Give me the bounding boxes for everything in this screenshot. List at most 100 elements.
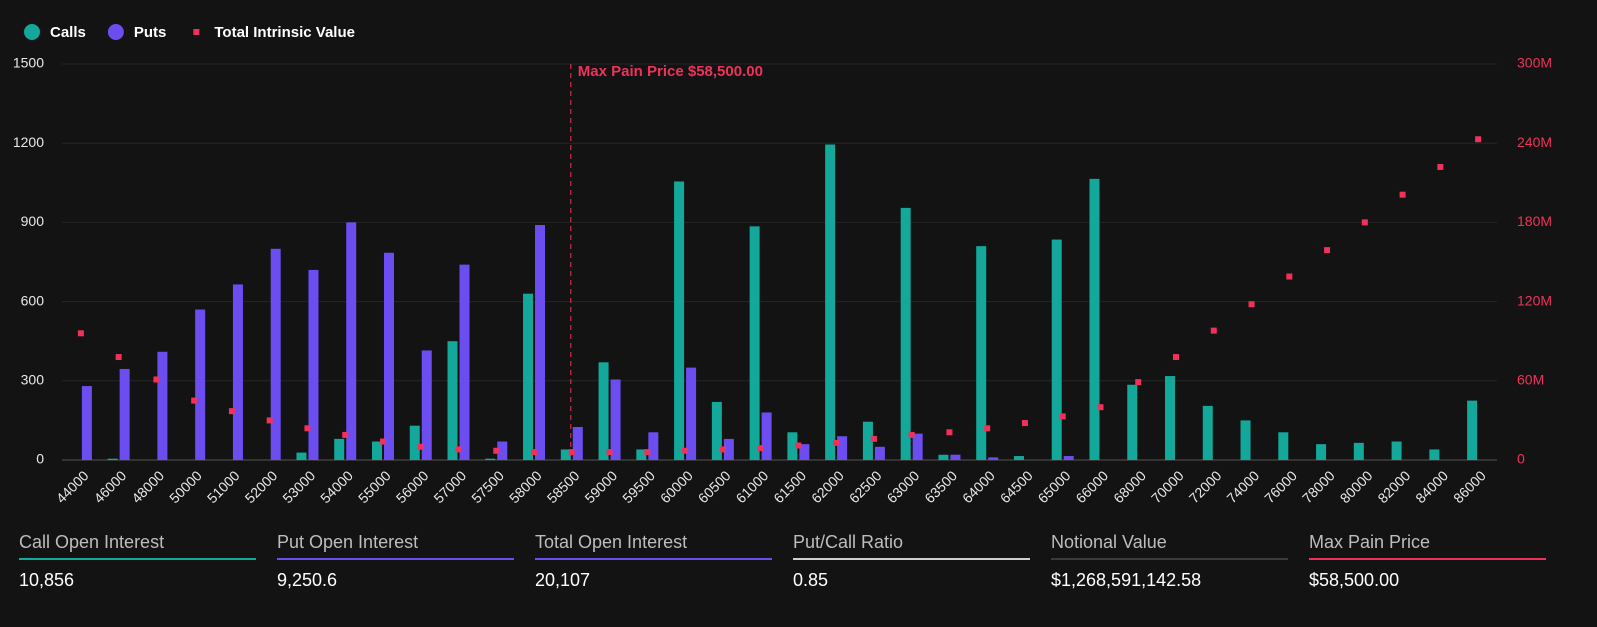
- y2-tick-label: 300M: [1517, 55, 1552, 71]
- intrinsic-point: [984, 425, 991, 432]
- stat-underline: [1309, 558, 1546, 560]
- intrinsic-point: [1286, 273, 1293, 280]
- stat: Put/Call Ratio 0.85: [793, 532, 1030, 591]
- stat-underline: [1051, 558, 1288, 560]
- bar: [686, 367, 697, 460]
- x-tick-label: 57000: [430, 467, 469, 506]
- stat-value: 9,250.6: [277, 570, 338, 590]
- x-tick-label: 62000: [808, 467, 847, 506]
- bar: [409, 425, 420, 460]
- stat-value: $1,268,591,142.58: [1051, 570, 1202, 590]
- intrinsic-point: [606, 449, 613, 456]
- stat: Notional Value $1,268,591,142.58: [1051, 532, 1288, 591]
- intrinsic-point: [1059, 413, 1066, 420]
- x-tick-label: 53000: [279, 467, 318, 506]
- stat-label: Total Open Interest: [535, 532, 688, 552]
- intrinsic-point: [342, 431, 349, 438]
- stat: Max Pain Price $58,500.00: [1309, 532, 1546, 591]
- x-tick-label: 68000: [1110, 467, 1149, 506]
- bar: [711, 401, 722, 460]
- intrinsic-point: [908, 431, 915, 438]
- bar: [296, 452, 307, 460]
- stat-underline: [277, 558, 514, 560]
- x-tick-label: 80000: [1337, 467, 1376, 506]
- x-tick-label: 54000: [317, 467, 356, 506]
- x-tick-label: 55000: [355, 467, 394, 506]
- intrinsic-point: [153, 376, 160, 383]
- intrinsic-point: [77, 330, 84, 337]
- bar: [119, 368, 130, 460]
- bar: [308, 269, 319, 460]
- x-tick-label: 70000: [1148, 467, 1187, 506]
- bar: [938, 454, 949, 460]
- bar: [1353, 442, 1364, 460]
- y2-tick-label: 180M: [1517, 213, 1552, 229]
- x-tick-label: 61500: [770, 467, 809, 506]
- bar: [195, 309, 206, 460]
- x-tick-label: 66000: [1072, 467, 1111, 506]
- bar: [1051, 239, 1062, 460]
- bar: [1063, 456, 1074, 460]
- intrinsic-point: [795, 442, 802, 449]
- intrinsic-point: [531, 449, 538, 456]
- legend-swatch: [107, 24, 124, 40]
- intrinsic-point: [1135, 379, 1142, 386]
- x-tick-label: 86000: [1450, 467, 1489, 506]
- bar: [610, 379, 621, 460]
- intrinsic-point: [719, 446, 726, 453]
- stats: Call Open Interest 10,856 Put Open Interes…: [19, 532, 1567, 591]
- x-tick-label: 78000: [1299, 467, 1338, 506]
- bar: [1278, 432, 1289, 460]
- bar: [988, 457, 999, 460]
- intrinsic-point: [1437, 163, 1444, 170]
- intrinsic-point: [1361, 219, 1368, 226]
- bar: [459, 264, 470, 460]
- x-tick-label: 58500: [544, 467, 583, 506]
- bar: [497, 441, 508, 460]
- x-tick-label: 82000: [1374, 467, 1413, 506]
- x-tick-label: 63500: [921, 467, 960, 506]
- bar: [1127, 384, 1138, 460]
- x-tick-label: 60000: [657, 467, 696, 506]
- intrinsic-point: [115, 354, 122, 361]
- x-tick-label: 61000: [733, 467, 772, 506]
- y-tick-label: 0: [36, 451, 44, 467]
- bar: [874, 446, 885, 460]
- bar: [447, 341, 458, 460]
- x-tick-label: 58000: [506, 467, 545, 506]
- x-tick-label: 60500: [695, 467, 734, 506]
- y2-tick-label: 120M: [1517, 292, 1552, 308]
- intrinsic-point: [266, 417, 273, 424]
- x-tick-label: 59000: [581, 467, 620, 506]
- y-tick-label: 1200: [13, 134, 44, 150]
- stat: Total Open Interest 20,107: [535, 532, 772, 591]
- bar: [107, 458, 118, 460]
- legend-label: Calls: [50, 24, 86, 41]
- intrinsic-point: [304, 425, 311, 432]
- bar: [1429, 449, 1440, 460]
- bar: [157, 351, 168, 460]
- intrinsic-point: [870, 435, 877, 442]
- bar: [1240, 420, 1251, 460]
- bar: [383, 252, 394, 460]
- bar: [232, 284, 243, 460]
- x-tick-label: 59500: [619, 467, 658, 506]
- intrinsic-point: [1324, 247, 1331, 254]
- stat-label: Put Open Interest: [277, 532, 419, 552]
- intrinsic-point: [455, 446, 462, 453]
- stat-value: 20,107: [535, 570, 591, 590]
- chart: 0 300 600 900 1200 1500 0 60M 120M 180M 240M 300M Ca…: [13, 24, 1552, 506]
- bar: [1013, 456, 1024, 460]
- intrinsic-point: [833, 439, 840, 446]
- x-tick-label: 76000: [1261, 467, 1300, 506]
- stat-value: 0.85: [793, 570, 829, 590]
- intrinsic-point: [379, 438, 386, 445]
- y2-tick-label: 0: [1517, 451, 1525, 467]
- intrinsic-point: [1475, 136, 1482, 143]
- intrinsic-point: [1399, 191, 1406, 198]
- legend-swatch: [193, 29, 200, 35]
- max-pain-label: Max Pain Price $58,500.00: [578, 63, 763, 80]
- bar: [523, 293, 534, 460]
- x-tick-label: 74000: [1223, 467, 1262, 506]
- bar: [572, 427, 583, 460]
